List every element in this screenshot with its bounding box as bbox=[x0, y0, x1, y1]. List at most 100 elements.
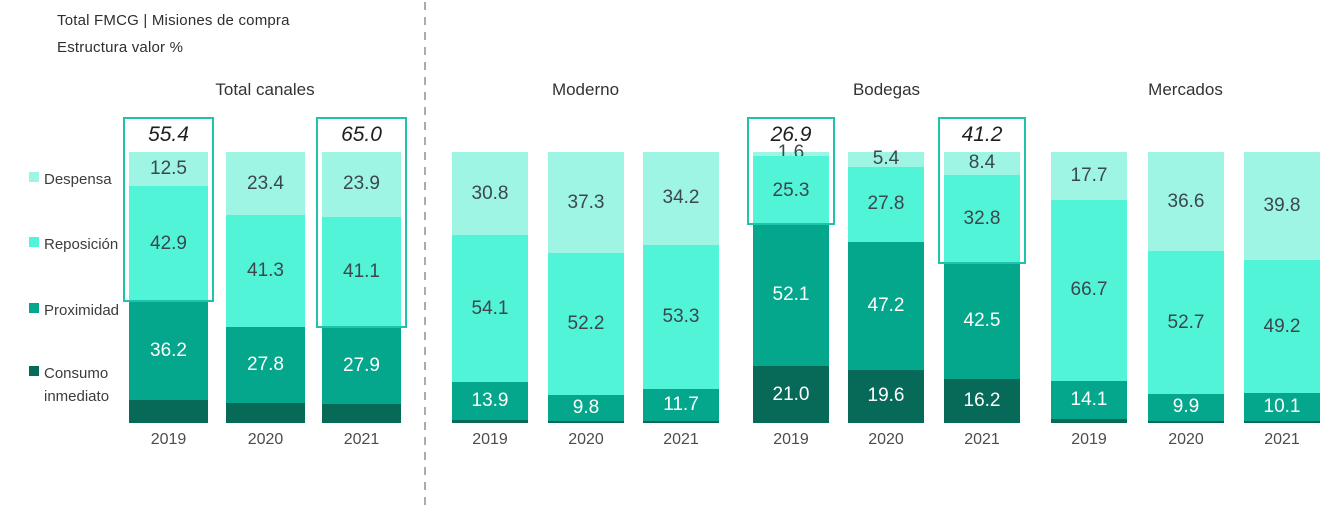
segment-value-label: 42.9 bbox=[150, 233, 187, 254]
segment-value-label: 30.8 bbox=[471, 182, 509, 204]
year-label: 2019 bbox=[472, 431, 508, 448]
segment-reposicion: 32.8 bbox=[944, 174, 1020, 264]
stacked-bar-bodegas-2019: 1.6 25.3 52.1 21.0 bbox=[753, 143, 829, 423]
segment-value-label: 8.4 bbox=[968, 152, 996, 174]
segment-despensa: 39.8 bbox=[1244, 152, 1320, 260]
segment-value-label: 16.2 bbox=[963, 389, 1001, 411]
year-label: 2021 bbox=[343, 431, 380, 448]
segment-proximidad: 14.1 bbox=[1051, 380, 1127, 419]
segment-value-label: 17.7 bbox=[1070, 164, 1108, 186]
legend-item-despensa: Despensa bbox=[29, 168, 141, 191]
segment-value-label: 25.3 bbox=[772, 179, 810, 201]
legend-item-proximidad: Proximidad bbox=[29, 299, 141, 322]
group-title-total-canales: Total canales bbox=[215, 80, 315, 99]
segment-proximidad: 10.1 bbox=[1244, 393, 1320, 421]
segment-despensa: 17.7 bbox=[1051, 152, 1127, 200]
legend-label-proximidad: Proximidad bbox=[44, 302, 120, 319]
segment-value-label: 54.1 bbox=[471, 297, 509, 319]
segment-value-label: 39.8 bbox=[1263, 194, 1301, 216]
segment-proximidad: 52.1 bbox=[753, 224, 829, 367]
stacked-bar-mercados-2021: 39.8 49.2 10.1 bbox=[1244, 152, 1320, 423]
segment-value-label: 47.2 bbox=[867, 294, 905, 316]
group-title-moderno: Moderno bbox=[551, 80, 620, 99]
segment-reposicion: 25.3 bbox=[753, 156, 829, 225]
year-label: 2020 bbox=[247, 431, 284, 448]
legend-label-despensa: Despensa bbox=[44, 171, 112, 188]
segment-reposicion: 52.7 bbox=[1148, 251, 1224, 394]
segment-value-label: 27.8 bbox=[867, 193, 905, 215]
segment-value-label: 49.2 bbox=[1263, 315, 1301, 337]
callout-value: 65.0 bbox=[341, 123, 382, 146]
segment-reposicion: 66.7 bbox=[1051, 199, 1127, 381]
stacked-bar-total-canales-2020: 23.4 41.3 27.8 bbox=[226, 152, 305, 423]
dashed-separator bbox=[424, 2, 426, 512]
segment-consumo_inmediato bbox=[452, 419, 528, 423]
segment-despensa: 36.6 bbox=[1148, 152, 1224, 252]
segment-value-label: 66.7 bbox=[1070, 279, 1108, 301]
segment-despensa: 5.4 bbox=[848, 149, 924, 169]
segment-reposicion: 42.9 bbox=[129, 185, 208, 303]
segment-reposicion: 27.8 bbox=[848, 166, 924, 242]
segment-consumo_inmediato bbox=[643, 420, 719, 423]
segment-proximidad: 27.8 bbox=[226, 327, 305, 403]
segment-despensa: 23.4 bbox=[226, 152, 305, 216]
segment-consumo_inmediato: 19.6 bbox=[848, 369, 924, 423]
segment-value-label: 52.7 bbox=[1167, 311, 1205, 333]
year-label: 2020 bbox=[1168, 431, 1204, 448]
segment-value-label: 10.1 bbox=[1263, 395, 1301, 417]
year-label: 2019 bbox=[150, 431, 187, 448]
segment-reposicion: 41.1 bbox=[322, 216, 401, 329]
stacked-bar-mercados-2019: 17.7 66.7 14.1 bbox=[1051, 152, 1127, 423]
stacked-bar-mercados-2020: 36.6 52.7 9.9 bbox=[1148, 152, 1224, 423]
segment-proximidad: 42.5 bbox=[944, 263, 1020, 379]
segment-value-label: 34.2 bbox=[662, 187, 700, 209]
chart-title: Total FMCG | Misiones de compra bbox=[57, 12, 290, 29]
segment-consumo_inmediato bbox=[129, 400, 208, 423]
segment-value-label: 42.5 bbox=[963, 310, 1001, 332]
segment-value-label: 41.1 bbox=[343, 261, 380, 283]
segment-value-label: 36.6 bbox=[1167, 190, 1205, 212]
stacked-bar-moderno-2020: 37.3 52.2 9.8 bbox=[548, 152, 624, 423]
segment-value-label: 13.9 bbox=[471, 389, 509, 411]
group-title-bodegas: Bodegas bbox=[852, 80, 921, 99]
legend-swatch-proximidad-icon bbox=[29, 303, 39, 313]
chart-header: Total FMCG | Misiones de compra Estructu… bbox=[57, 7, 290, 61]
segment-value-label: 37.3 bbox=[567, 191, 605, 213]
segment-value-label: 52.1 bbox=[772, 284, 810, 306]
segment-proximidad: 13.9 bbox=[452, 382, 528, 420]
segment-value-label: 52.2 bbox=[567, 312, 605, 334]
stacked-bar-moderno-2019: 30.8 54.1 13.9 bbox=[452, 152, 528, 423]
stacked-bar-total-canales-2019: 12.5 42.9 36.2 bbox=[129, 152, 208, 423]
chart-subtitle: Estructura valor % bbox=[57, 39, 184, 56]
segment-value-label: 9.8 bbox=[572, 396, 600, 418]
year-label: 2019 bbox=[773, 431, 809, 448]
segment-value-label: 53.3 bbox=[662, 305, 700, 327]
legend-item-consumo_inmediato: Consumo inmediato bbox=[29, 362, 141, 408]
segment-value-label: 9.9 bbox=[1172, 396, 1200, 418]
segment-value-label: 27.8 bbox=[247, 353, 284, 375]
segment-consumo_inmediato bbox=[322, 403, 401, 423]
segment-consumo_inmediato: 21.0 bbox=[753, 366, 829, 423]
year-label: 2021 bbox=[663, 431, 699, 448]
group-title-mercados: Mercados bbox=[1148, 80, 1223, 99]
year-label: 2021 bbox=[1264, 431, 1300, 448]
segment-reposicion: 41.3 bbox=[226, 215, 305, 328]
segment-proximidad: 11.7 bbox=[643, 389, 719, 421]
legend-swatch-consumo_inmediato-icon bbox=[29, 366, 39, 376]
segment-proximidad: 9.9 bbox=[1148, 393, 1224, 421]
segment-despensa: 30.8 bbox=[452, 152, 528, 236]
segment-proximidad: 27.9 bbox=[322, 328, 401, 404]
stacked-bar-bodegas-2021: 8.4 32.8 42.5 16.2 bbox=[944, 152, 1020, 423]
segment-value-label: 36.2 bbox=[150, 340, 187, 362]
segment-consumo_inmediato bbox=[1148, 420, 1224, 423]
segment-value-label: 11.7 bbox=[663, 393, 699, 415]
segment-value-label: 19.6 bbox=[867, 385, 905, 407]
legend-label-reposicion: Reposición bbox=[44, 236, 119, 253]
segment-reposicion: 54.1 bbox=[452, 235, 528, 383]
stacked-bar-moderno-2021: 34.2 53.3 11.7 bbox=[643, 152, 719, 423]
segment-consumo_inmediato bbox=[1051, 418, 1127, 423]
year-label: 2019 bbox=[1071, 431, 1107, 448]
segment-consumo_inmediato bbox=[226, 402, 305, 423]
legend-swatch-despensa-icon bbox=[29, 172, 39, 182]
